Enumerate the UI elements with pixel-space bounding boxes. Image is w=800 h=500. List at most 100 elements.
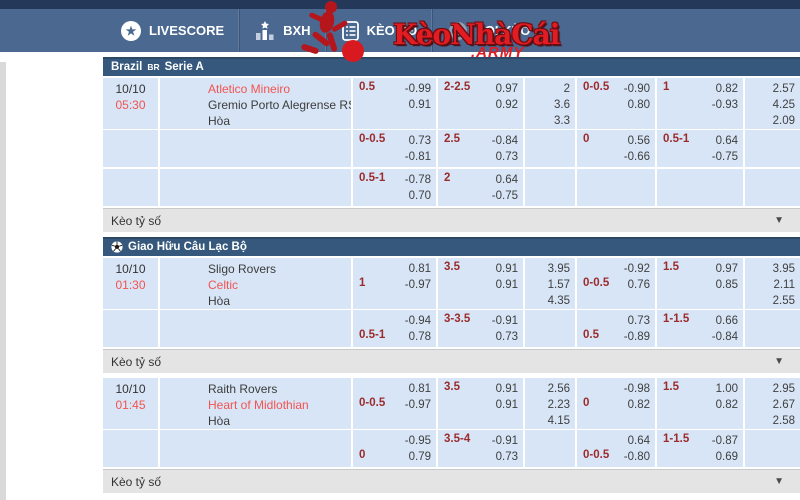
odd-value: -0.80: [623, 451, 650, 463]
match-time: 01:45: [115, 398, 146, 412]
1x2-cell[interactable]: 2.56 2.23 4.15: [525, 378, 577, 429]
left-scroll-strip: [0, 62, 6, 500]
odd-value: 2.58: [772, 415, 795, 427]
odd-value: 0.92: [495, 99, 518, 111]
handicap-value: 1: [663, 81, 670, 93]
handicap-value: 0.5-1: [359, 329, 386, 341]
1x2-cell[interactable]: [525, 430, 577, 467]
odd-value: -0.89: [623, 331, 650, 343]
over-under-2-cell[interactable]: 1.5 0.97 0.85: [657, 258, 745, 309]
over-under-2-cell[interactable]: 1-1.5 -0.87 0.69: [657, 430, 745, 467]
odds-row: 0-0.5 0.73 -0.81 2.5 -0.84 0.73 0 0.56 -0.66 0.5-…: [103, 130, 800, 167]
odd-value: 2.11: [773, 279, 795, 291]
handicap-cell[interactable]: 1 0.81 -0.97: [353, 258, 438, 309]
odd-value: 0.91: [495, 383, 518, 395]
1x2-2-cell[interactable]: [745, 430, 800, 467]
odds-table: Brazil BR Serie A 10/10 05:30 Atletico Mineir…: [103, 57, 800, 498]
handicap-2-cell[interactable]: 0.5 0.73 -0.89: [577, 310, 657, 347]
odds-group: 0.81 -0.97: [405, 261, 431, 293]
keonhacai-logo[interactable]: KèoNhàCái .ARMY: [283, 0, 560, 64]
over-under-2-cell[interactable]: 1 0.82 -0.93: [657, 78, 745, 129]
1x2-2-cell[interactable]: 3.95 2.11 2.55: [745, 258, 800, 309]
odd-value: 0.76: [627, 279, 650, 291]
odds-group: 0.82 -0.93: [712, 81, 738, 113]
odd-value: -0.98: [623, 383, 650, 395]
odd-value: 4.15: [547, 415, 570, 427]
handicap-2-cell[interactable]: 0-0.5 0.64 -0.80: [577, 430, 657, 467]
handicap-value: 1: [359, 277, 366, 289]
home-team: Sligo Rovers: [208, 262, 277, 276]
odd-value: 4.25: [772, 99, 795, 111]
odds-row: 10/10 01:30 Sligo Rovers Celtic Hòa 1 0.81 -0.9…: [103, 258, 800, 309]
collapse-arrow-icon[interactable]: ▼: [774, 215, 784, 226]
over-under-cell[interactable]: 3-3.5 -0.91 0.73: [438, 310, 525, 347]
match-time-cell: 10/10 05:30: [103, 78, 160, 129]
1x2-cell[interactable]: 3.95 1.57 4.35: [525, 258, 577, 309]
nav-item-livescore[interactable]: ★ LIVESCORE: [106, 9, 239, 52]
handicap-cell[interactable]: 0-0.5 0.73 -0.81: [353, 130, 438, 167]
over-under-2-cell[interactable]: 1-1.5 0.66 -0.84: [657, 310, 745, 347]
collapse-arrow-icon[interactable]: ▼: [774, 356, 784, 367]
handicap-cell[interactable]: 0.5-1 -0.94 0.78: [353, 310, 438, 347]
player-silhouette-icon: [301, 1, 364, 62]
score-odds-toggle[interactable]: Kèo tỷ số ▼: [103, 349, 800, 373]
odds-group: 2.95 2.67 2.58: [773, 381, 795, 429]
teams-cell: Sligo Rovers Celtic Hòa: [160, 258, 353, 309]
odd-value: 0.73: [495, 331, 518, 343]
handicap-value: 0-0.5: [583, 449, 610, 461]
handicap-2-cell[interactable]: 0-0.5 -0.92 0.76: [577, 258, 657, 309]
odds-group: -0.98 0.82: [624, 381, 650, 413]
score-odds-toggle[interactable]: Kèo tỷ số ▼: [103, 208, 800, 232]
over-under-2-cell[interactable]: 0.5-1 0.64 -0.75: [657, 130, 745, 167]
handicap-value: 3.5: [444, 381, 460, 393]
1x2-cell[interactable]: [525, 130, 577, 167]
handicap-value: 0-0.5: [359, 397, 386, 409]
odds-group: -0.90 0.80: [624, 81, 650, 113]
nav-item-soi-keo[interactable]: SOI KÈO: [432, 9, 545, 52]
odd-value: 4.35: [547, 295, 570, 307]
nav-item-bxh[interactable]: BXH: [239, 9, 325, 52]
handicap-2-cell[interactable]: 0-0.5 -0.90 0.80: [577, 78, 657, 129]
1x2-cell[interactable]: [525, 169, 577, 206]
handicap-cell[interactable]: 0.5-1 -0.78 0.70: [353, 169, 438, 206]
handicap-cell[interactable]: 0-0.5 0.81 -0.97: [353, 378, 438, 429]
odd-value: 0.64: [715, 135, 738, 147]
1x2-cell[interactable]: [525, 310, 577, 347]
odds-group: 2.57 4.25 2.09: [773, 81, 795, 129]
odds-group: 0.81 -0.97: [405, 381, 431, 413]
over-under-cell[interactable]: 3.5 0.91 0.91: [438, 378, 525, 429]
1x2-2-cell[interactable]: 2.95 2.67 2.58: [745, 378, 800, 429]
handicap-value: 2.5: [444, 133, 460, 145]
over-under-cell[interactable]: 2 0.64 -0.75: [438, 169, 525, 206]
odd-value: -0.92: [623, 263, 650, 275]
odds-group: 0.97 0.85: [716, 261, 738, 293]
over-under-cell[interactable]: 3.5 0.91 0.91: [438, 258, 525, 309]
collapse-arrow-icon[interactable]: ▼: [774, 476, 784, 487]
odd-value: 0.91: [495, 399, 518, 411]
match-date: 10/10: [115, 82, 146, 96]
odds-group: 1.00 0.82: [716, 381, 738, 413]
odds-group: 0.91 0.91: [496, 381, 518, 413]
over-under-cell[interactable]: 2-2.5 0.97 0.92: [438, 78, 525, 129]
odds-group: 0.64 -0.80: [624, 433, 650, 465]
league-title: Serie A: [164, 60, 204, 73]
1x2-2-cell[interactable]: 2.57 4.25 2.09: [745, 78, 800, 129]
odd-value: 0.64: [627, 435, 650, 447]
over-under-cell[interactable]: 3.5-4 -0.91 0.73: [438, 430, 525, 467]
1x2-cell[interactable]: 2 3.6 3.3: [525, 78, 577, 129]
league-title-prefix: Brazil: [111, 60, 143, 73]
odds-group: 0.64 -0.75: [492, 172, 518, 204]
handicap-cell[interactable]: 0.5 -0.99 0.91: [353, 78, 438, 129]
odd-value: -0.91: [491, 315, 518, 327]
odd-value: 2: [563, 83, 570, 95]
handicap-cell[interactable]: 0 -0.95 0.79: [353, 430, 438, 467]
handicap-2-cell[interactable]: 0 0.56 -0.66: [577, 130, 657, 167]
handicap-2-cell[interactable]: 0 -0.98 0.82: [577, 378, 657, 429]
handicap-value: 2-2.5: [444, 81, 471, 93]
over-under-2-cell[interactable]: 1.5 1.00 0.82: [657, 378, 745, 429]
1x2-2-cell[interactable]: [745, 130, 800, 167]
over-under-cell[interactable]: 2.5 -0.84 0.73: [438, 130, 525, 167]
score-odds-toggle[interactable]: Kèo tỷ số ▼: [103, 469, 800, 493]
odds-group: 2 3.6 3.3: [554, 81, 570, 129]
1x2-2-cell[interactable]: [745, 310, 800, 347]
